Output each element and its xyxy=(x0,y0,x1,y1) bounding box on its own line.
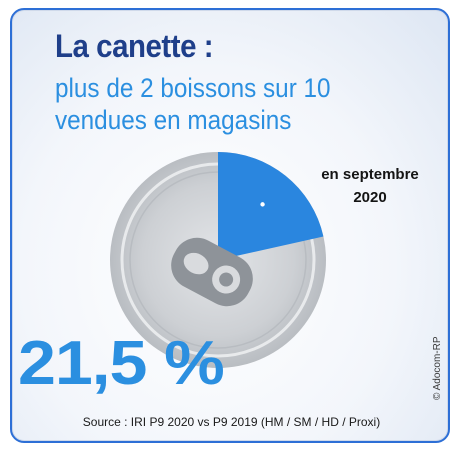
period-label: en septembre 2020 xyxy=(300,163,440,209)
subtitle-line-2: vendues en magasins xyxy=(55,105,292,135)
pie-slices xyxy=(218,152,324,260)
period-line-2: 2020 xyxy=(353,189,387,206)
page-title: La canette : xyxy=(55,28,214,64)
period-line-1: en septembre xyxy=(321,166,419,183)
credit-label: © Adocom-RP xyxy=(432,336,443,400)
percentage-value: 21,5 % xyxy=(18,329,225,398)
subtitle: plus de 2 boissons sur 10 vendues en mag… xyxy=(55,72,379,136)
pie-slice-canette xyxy=(218,152,324,260)
pie-chart xyxy=(110,152,326,368)
source-note: Source : IRI P9 2020 vs P9 2019 (HM / SM… xyxy=(82,415,381,429)
pull-tab-icon xyxy=(171,237,253,307)
slice-marker-dot xyxy=(260,202,265,207)
subtitle-line-1: plus de 2 boissons sur 10 xyxy=(55,73,331,103)
